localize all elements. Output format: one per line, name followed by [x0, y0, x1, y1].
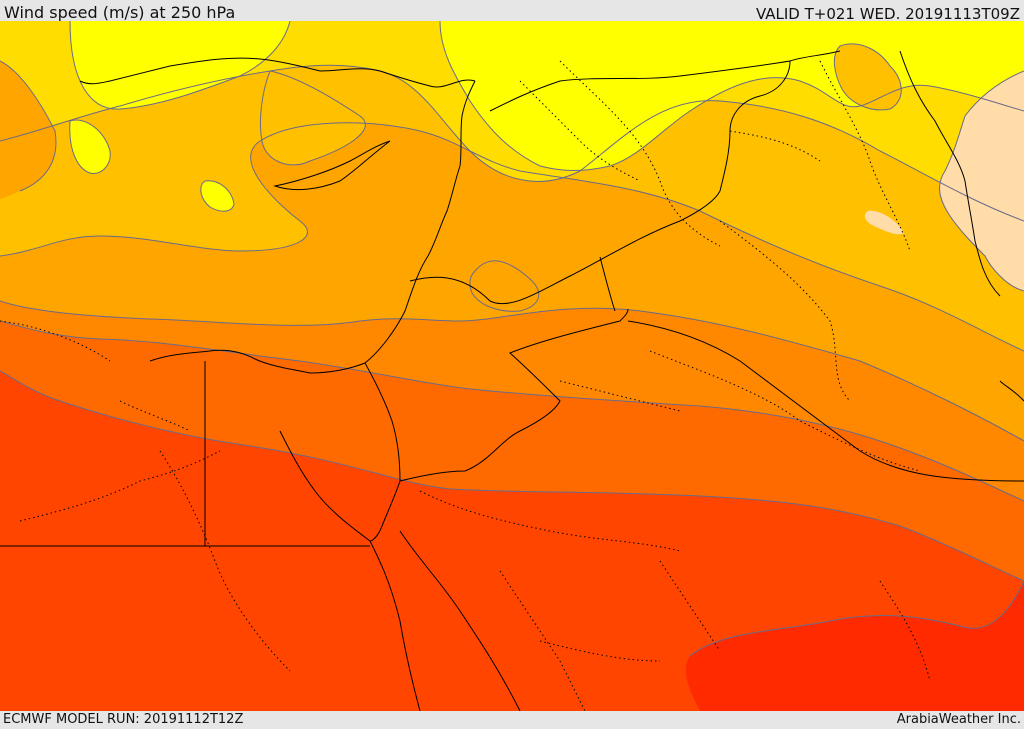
wind-band-4-pocket-w — [0, 61, 56, 199]
map-title: Wind speed (m/s) at 250 hPa — [4, 3, 236, 22]
credit-label: ArabiaWeather Inc. — [896, 712, 1021, 727]
wind-band-1-west — [70, 21, 290, 110]
header-bar: Wind speed (m/s) at 250 hPa VALID T+021 … — [0, 0, 1024, 23]
model-run-label: ECMWF MODEL RUN: 20191112T12Z — [3, 712, 244, 727]
contour-lines — [0, 21, 1024, 657]
footer-bar: ECMWF MODEL RUN: 20191112T12Z ArabiaWeat… — [0, 711, 1024, 729]
country-borders — [0, 50, 1024, 711]
low-speed-region — [939, 71, 1024, 291]
province-borders — [0, 60, 931, 711]
low-speed-spot — [864, 210, 904, 235]
wind-band-8-core — [685, 581, 1024, 711]
wind-band-3-pocket-2 — [260, 71, 366, 165]
valid-time: VALID T+021 WED. 20191113T09Z — [755, 5, 1020, 23]
wind-band-3-pocket — [834, 43, 902, 110]
wind-speed-map — [0, 21, 1024, 711]
wind-band-1-island — [69, 120, 111, 174]
